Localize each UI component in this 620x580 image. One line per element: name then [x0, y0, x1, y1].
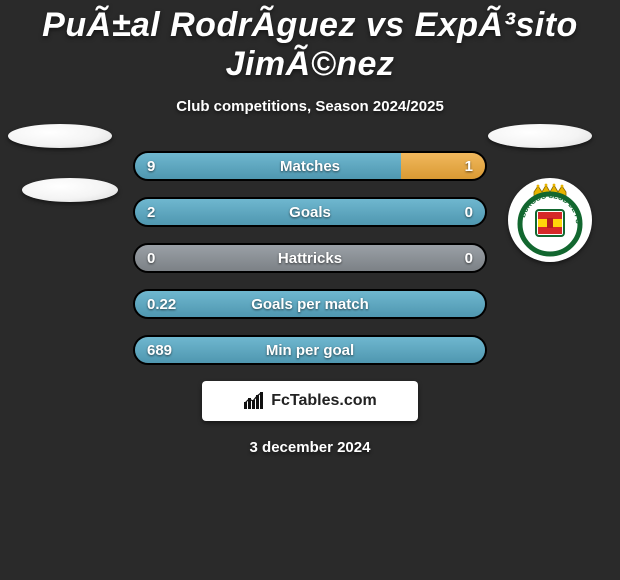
stat-bar-row: Hattricks0 0 [133, 243, 487, 273]
stat-bar-row: Matches9 1 [133, 151, 487, 181]
stats-bars: Matches91Goals20Hattricks00Goals per mat… [133, 151, 487, 365]
team-right-badge-1 [488, 124, 592, 148]
team-right-crest: BURGOS CLUB DE FUTBOL [508, 178, 592, 262]
crest-shield [536, 210, 564, 236]
stat-bar-left-value: 9 [147, 153, 155, 179]
stat-bar-row: Min per goal689 [133, 335, 487, 365]
stat-bar-left-value: 0 [147, 245, 155, 271]
branding-text: FcTables.com [271, 392, 377, 410]
bar-chart-icon [243, 392, 265, 410]
team-left-badge-1 [8, 124, 112, 148]
stat-bar-left-value: 689 [147, 337, 172, 363]
branding-badge: FcTables.com [202, 381, 418, 421]
footer-date: 3 december 2024 [0, 439, 620, 456]
stat-bar-label: Hattricks [135, 245, 485, 271]
stat-bar-right-value: 0 [465, 245, 473, 271]
page-subtitle: Club competitions, Season 2024/2025 [0, 98, 620, 115]
stat-bar-right-value: 0 [465, 199, 473, 225]
stat-bar-row: Goals per match0.22 [133, 289, 487, 319]
stat-bar-right-value: 1 [465, 153, 473, 179]
stat-bar-row: Goals2 0 [133, 197, 487, 227]
stat-bar-left-value: 2 [147, 199, 155, 225]
stat-bar-label: Goals per match [135, 291, 485, 317]
stat-bar-label: Goals [135, 199, 485, 225]
team-left-badge-2 [22, 178, 118, 202]
page-title: PuÃ±al RodrÃ­guez vs ExpÃ³sito JimÃ©nez [0, 0, 620, 84]
stat-bar-label: Min per goal [135, 337, 485, 363]
stat-bar-label: Matches [135, 153, 485, 179]
stat-bar-left-value: 0.22 [147, 291, 176, 317]
